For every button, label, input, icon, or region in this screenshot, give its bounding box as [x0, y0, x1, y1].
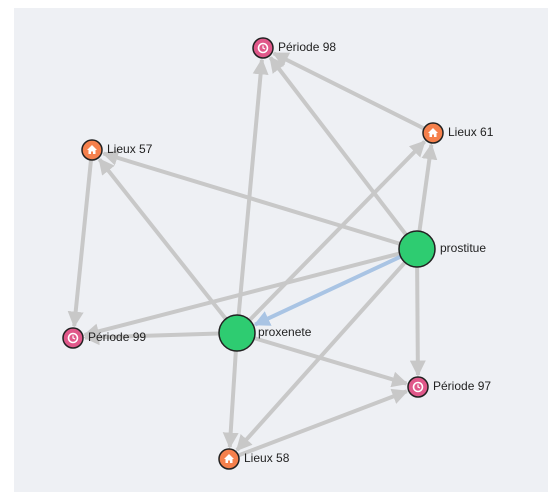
node[interactable]: Lieux 57: [81, 139, 153, 161]
clock-icon: [412, 381, 424, 393]
node-circle: [218, 314, 256, 352]
panel-background: [14, 8, 548, 492]
node-label: Période 98: [278, 40, 336, 54]
node[interactable]: Période 99: [62, 327, 146, 349]
edge: [253, 336, 409, 388]
house-icon: [87, 145, 97, 154]
edge: [101, 150, 401, 246]
edge: [222, 350, 239, 449]
node-label: Lieux 57: [107, 142, 153, 156]
edge: [272, 51, 425, 131]
house-icon: [428, 128, 438, 137]
node[interactable]: proxenete: [218, 314, 312, 352]
node-label: Lieux 58: [244, 451, 290, 465]
clock-hands: [72, 335, 76, 340]
edge: [237, 388, 409, 458]
clock-hands: [262, 45, 266, 50]
node[interactable]: Lieux 58: [218, 448, 290, 470]
edge: [409, 266, 426, 377]
node[interactable]: prostitue: [398, 230, 486, 268]
node-circle: [398, 230, 436, 268]
edge: [253, 254, 402, 327]
clock-icon: [67, 332, 79, 344]
edges: [67, 51, 438, 458]
node[interactable]: Période 97: [407, 376, 491, 398]
node[interactable]: Lieux 61: [422, 122, 494, 144]
node-label: proxenete: [258, 325, 312, 339]
clock-hands: [417, 384, 421, 389]
nodes: Période 98 Lieux 57 Lieux 61 prostitue P…: [62, 37, 494, 470]
node-label: Lieux 61: [448, 125, 494, 139]
edge: [417, 143, 438, 232]
node-label: Période 99: [88, 330, 146, 344]
edge: [248, 140, 427, 322]
clock-icon: [257, 42, 269, 54]
edge: [83, 329, 220, 346]
edge: [67, 159, 93, 328]
edge: [236, 58, 269, 316]
node[interactable]: Période 98: [252, 37, 336, 59]
edge: [268, 56, 408, 236]
node-label: prostitue: [440, 241, 486, 255]
house-icon: [224, 454, 234, 463]
node-label: Période 97: [433, 379, 491, 393]
edge: [97, 158, 228, 321]
